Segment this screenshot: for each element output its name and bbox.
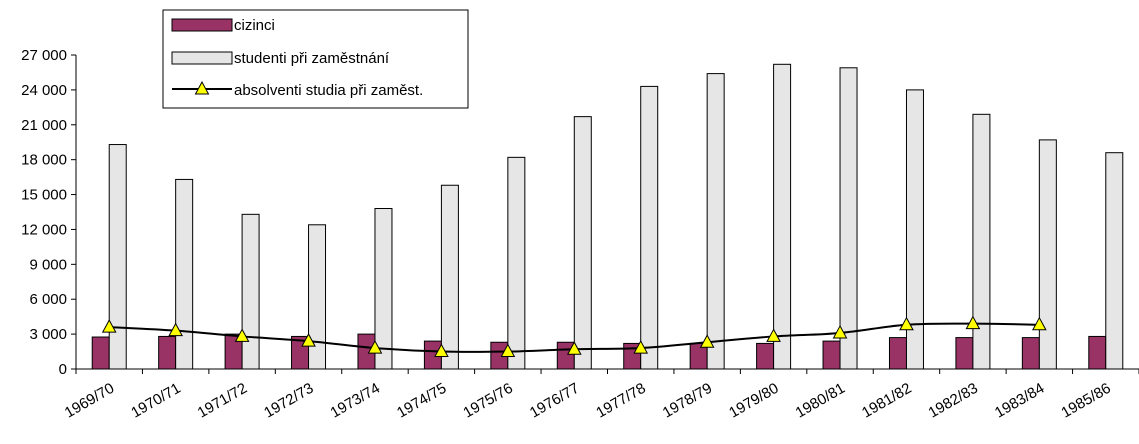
- bar-cizinci: [91, 336, 110, 370]
- bar-studenti-pri-zamestnani: [905, 89, 924, 370]
- x-tick-label: 1973/74: [328, 380, 383, 422]
- bar-studenti-pri-zamestnani: [773, 63, 792, 370]
- legend-marker-absolventi: [194, 80, 210, 95]
- marker-absolventi: [566, 341, 582, 355]
- bar-cizinci: [1021, 337, 1040, 370]
- y-tick-label: 9 000: [29, 256, 67, 273]
- x-tick-label: 1978/79: [660, 380, 715, 422]
- y-tick-label: 27 000: [21, 47, 67, 64]
- marker-absolventi: [500, 343, 516, 358]
- x-tick-label: 1969/70: [62, 380, 117, 422]
- x-tick-label: 1979/80: [726, 380, 781, 422]
- y-tick-label: 3 000: [29, 326, 67, 343]
- y-tick-label: 18 000: [21, 152, 67, 169]
- bar-studenti-pri-zamestnani: [839, 67, 858, 370]
- x-tick-label: 1983/84: [992, 380, 1047, 422]
- marker-absolventi: [899, 316, 914, 331]
- legend-label-cizinci: cizinci: [234, 17, 275, 34]
- bar-cizinci: [756, 342, 775, 370]
- bar-studenti-pri-zamestnani: [108, 144, 127, 370]
- bar-studenti-pri-zamestnani: [507, 156, 526, 370]
- bar-studenti-pri-zamestnani: [972, 113, 991, 370]
- legend-label-studenti: studenti při zaměstnání: [234, 50, 390, 67]
- legend-swatch-cizinci: [171, 18, 233, 32]
- bar-cizinci: [822, 340, 841, 370]
- bar-studenti-pri-zamestnani: [573, 116, 592, 370]
- x-tick-label: 1976/77: [527, 380, 582, 422]
- marker-absolventi: [168, 322, 183, 337]
- marker-absolventi: [965, 315, 981, 330]
- legend-label-absolventi: absolventi studia při zaměst.: [234, 82, 423, 99]
- marker-absolventi: [832, 324, 848, 339]
- marker-absolventi: [101, 319, 117, 333]
- x-tick-label: 1985/86: [1058, 380, 1113, 422]
- y-tick-label: 21 000: [21, 117, 67, 134]
- bar-cizinci: [888, 337, 907, 370]
- marker-absolventi: [367, 340, 383, 354]
- bar-studenti-pri-zamestnani: [374, 208, 393, 370]
- x-tick-label: 1981/82: [859, 380, 914, 422]
- y-tick-label: 15 000: [21, 187, 67, 204]
- x-tick-label: 1980/81: [793, 380, 848, 422]
- x-tick-label: 1972/73: [261, 380, 316, 422]
- y-tick-label: 12 000: [21, 221, 67, 238]
- bar-studenti-pri-zamestnani: [1038, 139, 1057, 370]
- bar-cizinci: [158, 335, 177, 370]
- x-tick-label: 1971/72: [195, 380, 250, 422]
- bar-studenti-pri-zamestnani: [1105, 152, 1124, 370]
- bar-cizinci: [1088, 335, 1107, 370]
- marker-absolventi: [766, 328, 781, 342]
- x-tick-label: 1975/76: [460, 380, 515, 422]
- y-tick-label: 0: [59, 361, 67, 378]
- marker-absolventi: [633, 340, 649, 354]
- x-tick-label: 1977/78: [593, 380, 648, 422]
- x-tick-label: 1970/71: [128, 380, 183, 422]
- bar-cizinci: [955, 337, 974, 370]
- bar-studenti-pri-zamestnani: [440, 184, 459, 370]
- legend-swatch-studenti: [171, 51, 233, 65]
- marker-absolventi: [301, 333, 316, 347]
- x-tick-label: 1982/83: [925, 380, 980, 422]
- bar-studenti-pri-zamestnani: [241, 213, 260, 370]
- bar-studenti-pri-zamestnani: [308, 224, 327, 370]
- bar-studenti-pri-zamestnani: [706, 73, 725, 370]
- y-tick-label: 24 000: [21, 82, 67, 99]
- bar-studenti-pri-zamestnani: [175, 178, 194, 370]
- marker-absolventi: [234, 328, 250, 342]
- x-tick-label: 1974/75: [394, 380, 449, 422]
- marker-absolventi: [434, 343, 449, 358]
- bar-studenti-pri-zamestnani: [640, 85, 659, 370]
- marker-absolventi: [699, 334, 715, 348]
- y-tick-label: 6 000: [29, 291, 67, 308]
- marker-absolventi: [1032, 316, 1047, 331]
